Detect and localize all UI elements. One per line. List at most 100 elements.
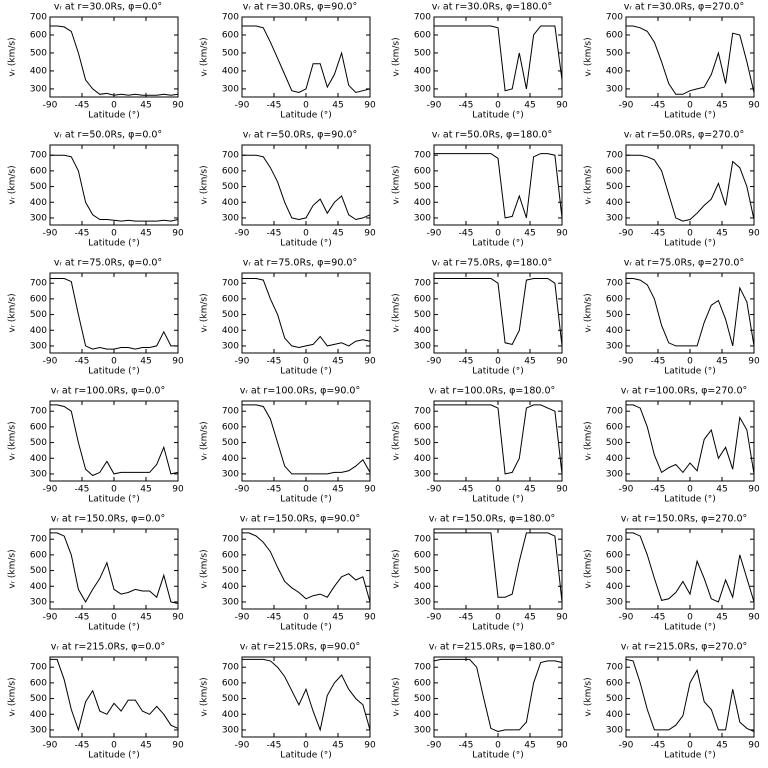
plot-frame <box>241 656 371 738</box>
y-tick-label: 300 <box>606 213 623 223</box>
x-tick-label: 90 <box>556 229 568 239</box>
x-tick-label: -90 <box>43 357 58 367</box>
y-tick-label: 600 <box>414 294 431 304</box>
y-axis-label: vᵣ (km/s) <box>584 421 594 460</box>
plot-frame <box>625 528 755 610</box>
chart-title: vᵣ at r=30.0Rs, φ=180.0° <box>432 2 552 13</box>
chart-title: vᵣ at r=215.0Rs, φ=180.0° <box>429 642 556 653</box>
x-tick-label: 0 <box>111 741 117 751</box>
data-line <box>626 25 755 95</box>
x-tick-label: -90 <box>619 613 634 623</box>
y-tick-label: 600 <box>606 678 623 688</box>
x-tick-label: 0 <box>495 485 501 495</box>
y-tick-label: 500 <box>606 694 623 704</box>
x-tick-label: -45 <box>459 229 474 239</box>
x-axis-label: Latitude (°) <box>472 367 523 377</box>
x-axis-label: Latitude (°) <box>280 495 331 505</box>
x-tick-label: 0 <box>495 357 501 367</box>
y-tick-label: 700 <box>222 279 239 289</box>
x-tick-label: 45 <box>716 613 727 623</box>
y-tick-label: 500 <box>414 566 431 576</box>
x-tick-label: 0 <box>495 101 501 111</box>
x-tick-label: -90 <box>427 357 442 367</box>
x-tick-label: -90 <box>427 741 442 751</box>
x-tick-label: 0 <box>495 229 501 239</box>
chart-title: vᵣ at r=100.0Rs, φ=0.0° <box>51 386 165 397</box>
y-tick-label: 600 <box>222 30 239 40</box>
x-tick-label: 90 <box>748 101 760 111</box>
y-tick-label: 300 <box>222 725 239 735</box>
y-axis-label: vᵣ (km/s) <box>584 293 594 332</box>
chart-title: vᵣ at r=100.0Rs, φ=180.0° <box>429 386 556 397</box>
data-line <box>433 658 563 733</box>
x-tick-label: 45 <box>332 101 343 111</box>
x-axis-label: Latitude (°) <box>280 239 331 249</box>
x-tick-label: -90 <box>427 229 442 239</box>
y-axis-label: vᵣ (km/s) <box>584 677 594 716</box>
x-axis-label: Latitude (°) <box>88 367 139 377</box>
y-tick-label: 400 <box>222 66 239 76</box>
y-tick-label: 400 <box>30 710 47 720</box>
chart-title: vᵣ at r=75.0Rs, φ=0.0° <box>54 258 162 269</box>
y-tick-label: 700 <box>606 151 623 161</box>
x-tick-label: -90 <box>427 101 442 111</box>
x-tick-label: 90 <box>364 101 376 111</box>
y-tick-label: 300 <box>606 469 623 479</box>
y-tick-label: 600 <box>222 678 239 688</box>
chart-title: vᵣ at r=100.0Rs, φ=90.0° <box>240 386 360 397</box>
y-tick-label: 600 <box>30 422 47 432</box>
y-tick-label: 400 <box>30 198 47 208</box>
y-tick-label: 300 <box>606 341 623 351</box>
x-tick-label: -45 <box>75 101 90 111</box>
x-tick-label: 0 <box>687 485 693 495</box>
x-tick-label: -90 <box>619 741 634 751</box>
x-tick-label: -45 <box>267 357 282 367</box>
data-line <box>625 658 755 732</box>
chart-title: vᵣ at r=75.0Rs, φ=180.0° <box>432 258 552 269</box>
y-tick-label: 600 <box>606 30 623 40</box>
x-tick-label: -45 <box>267 613 282 623</box>
chart-title: vᵣ at r=215.0Rs, φ=90.0° <box>240 642 360 653</box>
y-tick-label: 600 <box>222 166 239 176</box>
x-tick-label: -45 <box>75 485 90 495</box>
y-tick-label: 400 <box>222 582 239 592</box>
y-tick-label: 600 <box>414 550 431 560</box>
y-tick-label: 700 <box>414 151 431 161</box>
y-tick-label: 300 <box>606 597 623 607</box>
x-tick-label: -45 <box>651 485 666 495</box>
x-tick-label: 0 <box>303 613 309 623</box>
x-tick-label: 90 <box>556 613 568 623</box>
x-axis-label: Latitude (°) <box>472 751 523 761</box>
y-tick-label: 300 <box>222 469 239 479</box>
plot-frame <box>49 16 179 98</box>
y-tick-label: 500 <box>222 694 239 704</box>
x-tick-label: -45 <box>459 101 474 111</box>
y-axis-label: vᵣ (km/s) <box>392 677 402 716</box>
y-tick-label: 400 <box>30 66 47 76</box>
y-axis-label: vᵣ (km/s) <box>392 421 402 460</box>
y-tick-label: 600 <box>222 422 239 432</box>
x-tick-label: -45 <box>651 357 666 367</box>
y-tick-label: 700 <box>606 663 623 673</box>
y-tick-label: 700 <box>414 407 431 417</box>
x-tick-label: 90 <box>364 485 376 495</box>
data-line <box>50 404 179 477</box>
y-tick-label: 700 <box>606 535 623 545</box>
y-tick-label: 500 <box>222 182 239 192</box>
x-tick-label: 90 <box>172 485 184 495</box>
y-axis-label: vᵣ (km/s) <box>8 293 18 332</box>
y-tick-label: 500 <box>30 310 47 320</box>
y-axis-label: vᵣ (km/s) <box>8 165 18 204</box>
x-tick-label: 45 <box>716 101 727 111</box>
y-tick-label: 700 <box>414 13 431 23</box>
x-tick-label: 0 <box>111 613 117 623</box>
plot-frame <box>49 400 179 482</box>
y-axis-label: vᵣ (km/s) <box>8 549 18 588</box>
x-axis-label: Latitude (°) <box>88 239 139 249</box>
x-tick-label: -90 <box>619 101 634 111</box>
plot-frame <box>625 16 755 98</box>
plot-frame <box>241 144 371 226</box>
chart-title: vᵣ at r=100.0Rs, φ=270.0° <box>621 386 748 397</box>
y-tick-label: 400 <box>414 710 431 720</box>
